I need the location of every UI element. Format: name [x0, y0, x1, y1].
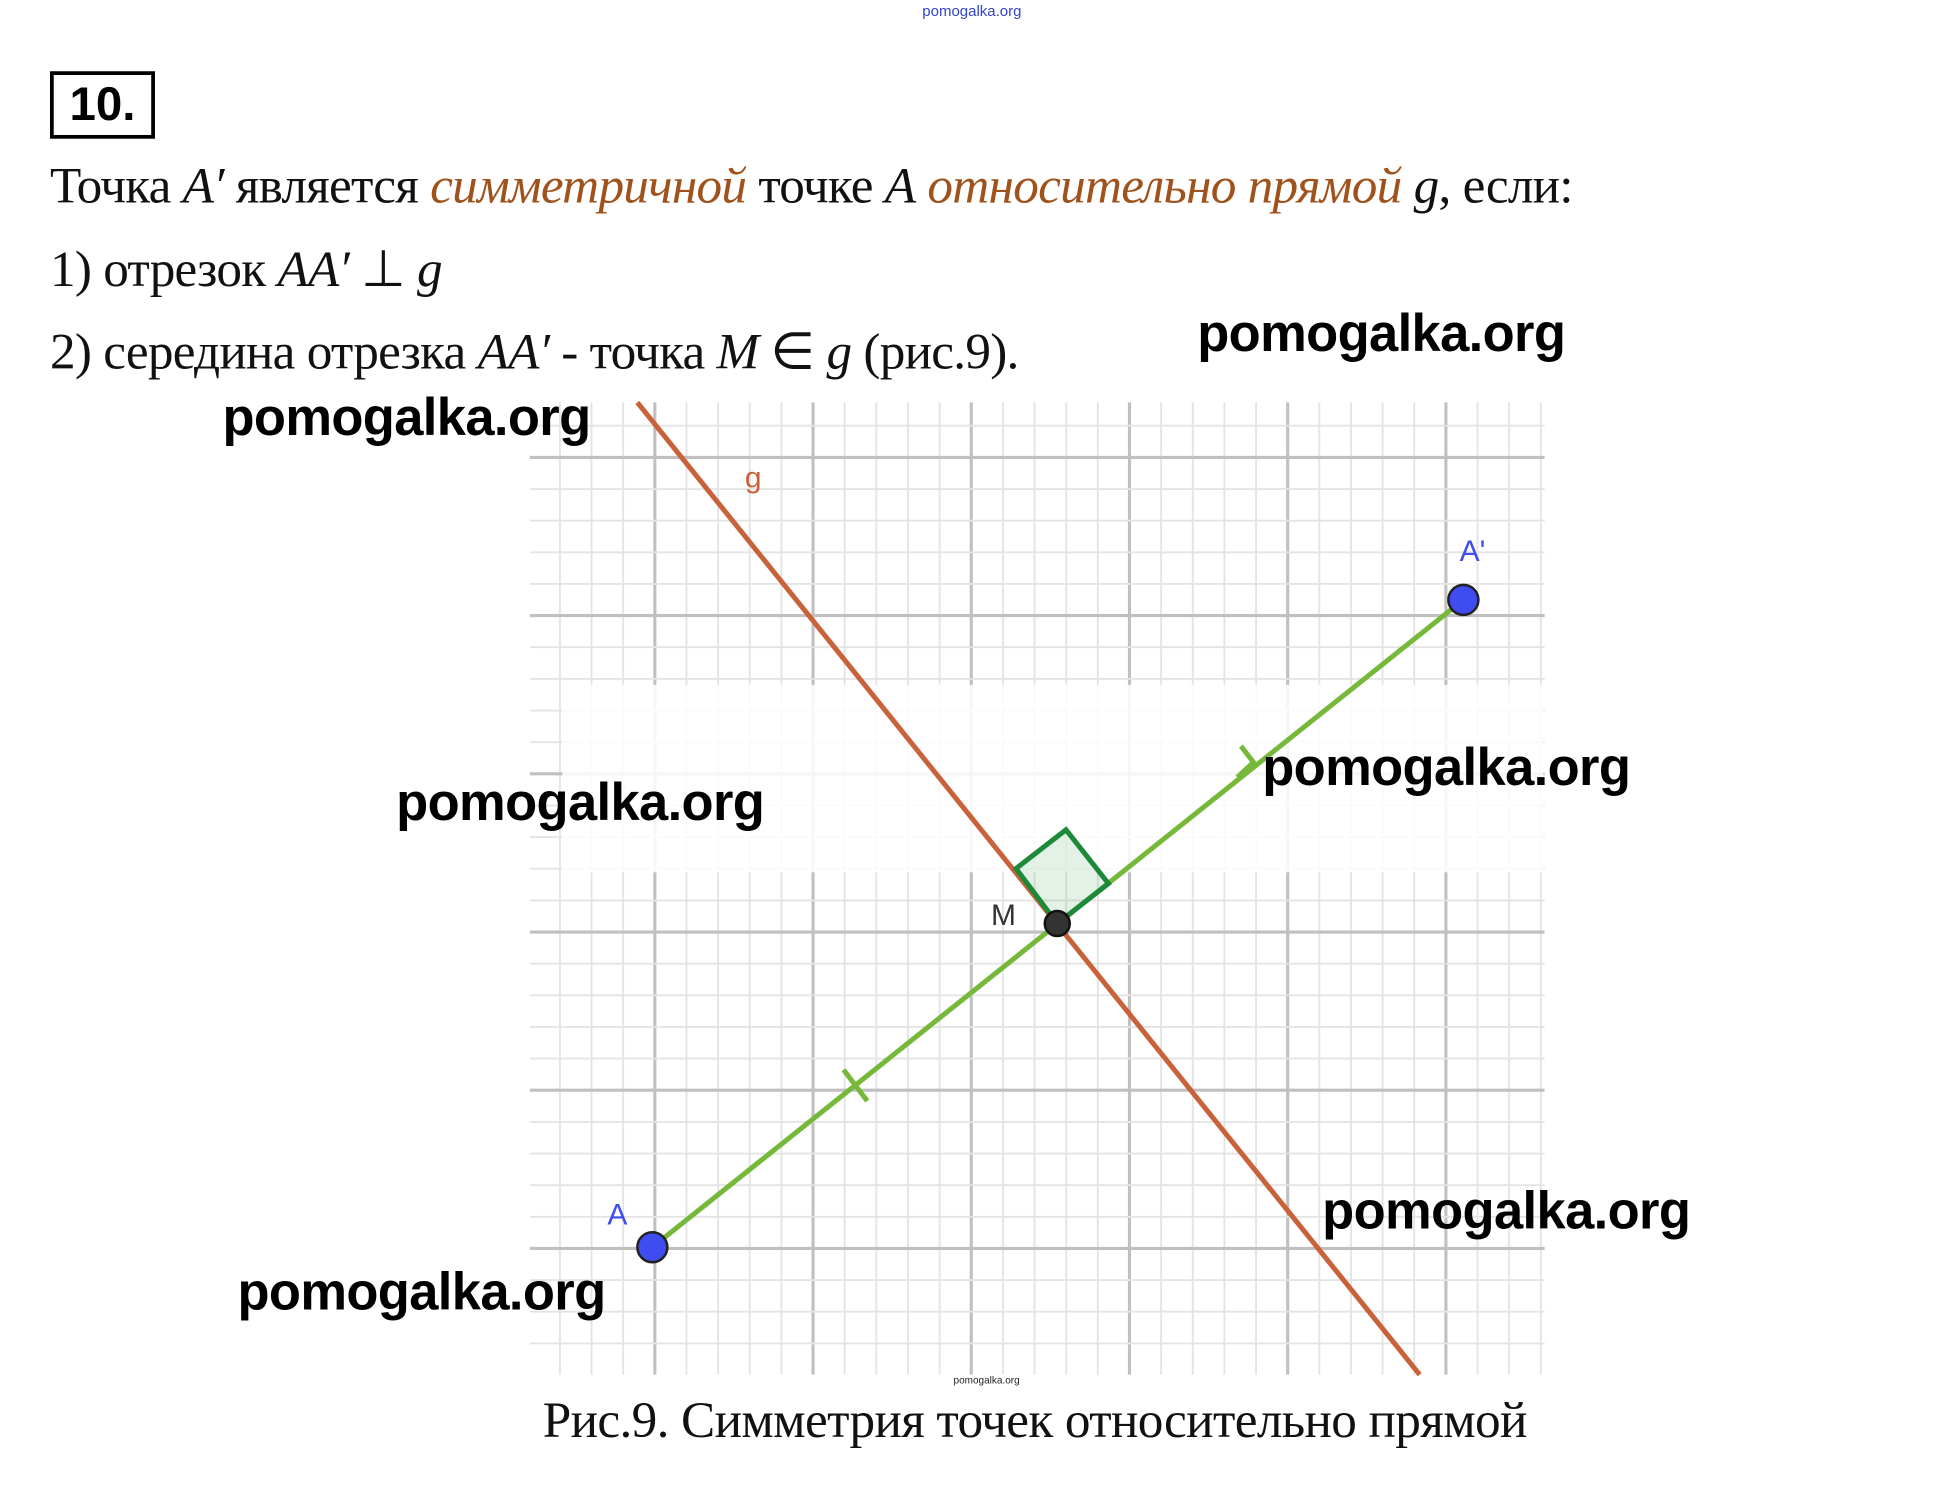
text: , если: — [1438, 156, 1573, 214]
perp-symbol: ⊥ — [349, 239, 418, 298]
condition-2: 2) середина отрезка AA′ - точка M ∈ g (р… — [50, 321, 1019, 381]
right-angle-marker — [1012, 826, 1113, 928]
text: является — [223, 156, 431, 214]
watermark: pomogalka.org — [1262, 737, 1631, 797]
var-a-prime: A′ — [182, 156, 225, 214]
point-a-prime[interactable] — [1447, 583, 1480, 617]
top-watermark: pomogalka.org — [922, 2, 1022, 20]
var-g: g — [417, 239, 443, 298]
point-a[interactable] — [636, 1230, 669, 1264]
var-m: M — [716, 322, 760, 380]
text: Точка — [49, 156, 183, 214]
condition-1: 1) отрезок AA′ ⊥ g — [49, 239, 443, 299]
task-number: 10. — [49, 71, 155, 139]
watermark: pomogalka.org — [237, 1262, 606, 1321]
var-g: g — [1413, 156, 1440, 214]
element-of-symbol: ∈ — [758, 322, 827, 380]
watermark: pomogalka.org — [222, 387, 591, 447]
watermark: pomogalka.org — [1197, 303, 1566, 363]
watermark: pomogalka.org — [396, 772, 765, 832]
var-g: g — [826, 322, 853, 380]
term-symmetric: симметричной — [430, 156, 747, 214]
text: - точка — [549, 322, 717, 380]
var-a: A — [884, 156, 916, 214]
tick-mark-am — [841, 1068, 870, 1103]
tick-mark-ma-prime — [1235, 744, 1257, 780]
figure-watermark: pomogalka.org — [953, 1374, 1020, 1386]
text: (рис.9). — [851, 322, 1019, 380]
figure-caption: Рис.9. Симметрия точек относительно прям… — [542, 1390, 1528, 1449]
label-a: A — [607, 1199, 627, 1232]
label-m: M — [991, 899, 1016, 932]
definition-line: Точка A′ является симметричной точке A о… — [49, 155, 1574, 215]
label-a-prime: A' — [1460, 535, 1486, 568]
var-aa-prime: AA′ — [277, 239, 350, 298]
text: 1) отрезок — [49, 239, 278, 298]
term-relative-to-line: относительно прямой — [927, 156, 1402, 214]
label-g: g — [745, 461, 762, 494]
var-aa-prime: AA′ — [477, 322, 550, 380]
text: точке — [746, 156, 885, 214]
point-m[interactable] — [1043, 909, 1071, 938]
watermark: pomogalka.org — [1322, 1180, 1691, 1240]
text: 2) середина отрезка — [49, 322, 478, 380]
